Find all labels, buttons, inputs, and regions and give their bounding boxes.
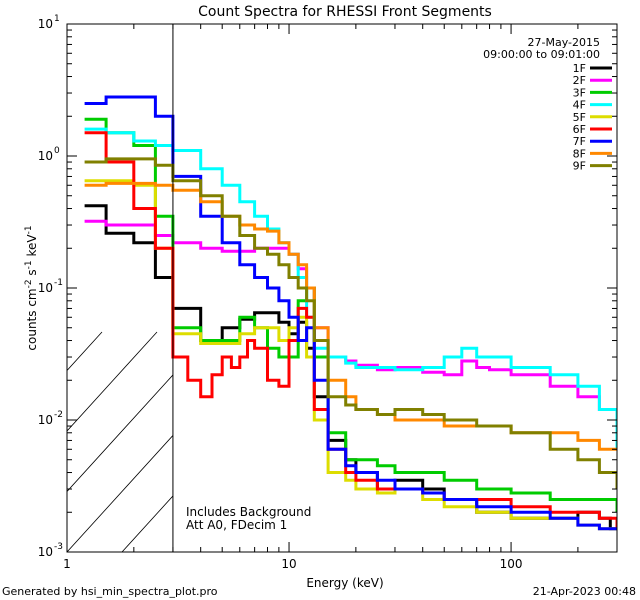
y-tick-label: 10 bbox=[38, 17, 53, 31]
y-axis-label: counts cm-2 s-1 keV-1 bbox=[24, 225, 39, 350]
y-tick-exponent: -2 bbox=[54, 410, 63, 420]
annotation-attenuator: Att A0, FDecim 1 bbox=[186, 518, 287, 532]
x-tick-label: 10 bbox=[281, 557, 296, 571]
legend-label-9F: 9F bbox=[573, 160, 586, 173]
footer-generated-by: Generated by hsi_min_spectra_plot.pro bbox=[2, 585, 218, 598]
y-label-text: counts cm bbox=[25, 288, 39, 350]
hatch-background bbox=[67, 24, 173, 552]
y-tick-label: 10 bbox=[38, 545, 53, 559]
legend-label-7F: 7F bbox=[573, 135, 586, 148]
legend-label-1F: 1F bbox=[573, 62, 586, 75]
legend-date: 27-May-2015 bbox=[528, 36, 600, 49]
hatch-stroke bbox=[67, 331, 103, 372]
series-line-9F bbox=[84, 157, 617, 489]
y-label-text: keV bbox=[25, 234, 39, 261]
x-tick-label: 100 bbox=[500, 557, 523, 571]
series-lines bbox=[84, 95, 617, 531]
y-label-exponent: -2 bbox=[24, 279, 34, 288]
y-tick-label: 10 bbox=[38, 413, 53, 427]
x-axis-ticks: 1 10 100 bbox=[63, 24, 618, 571]
y-label-exponent: -1 bbox=[24, 260, 34, 269]
hatch-stroke bbox=[0, 332, 47, 552]
legend-label-4F: 4F bbox=[573, 99, 586, 112]
hatch-stroke bbox=[67, 331, 158, 432]
y-tick-exponent: -1 bbox=[54, 278, 63, 288]
y-tick-label: 10 bbox=[38, 281, 53, 295]
hatch-stroke bbox=[67, 374, 173, 493]
legend-label-3F: 3F bbox=[573, 86, 586, 99]
legend-label-6F: 6F bbox=[573, 123, 586, 136]
legend-label-8F: 8F bbox=[573, 147, 586, 160]
legend-label-5F: 5F bbox=[573, 111, 586, 124]
chart-title: Count Spectra for RHESSI Front Segments bbox=[198, 4, 492, 20]
x-axis-label: Energy (keV) bbox=[306, 576, 383, 590]
footer-timestamp: 21-Apr-2023 00:48 bbox=[533, 585, 636, 598]
y-tick-label: 10 bbox=[38, 149, 53, 163]
annotation-background: Includes Background bbox=[186, 505, 311, 519]
hatch-stroke bbox=[121, 495, 173, 552]
legend-time-range: 09:00:00 to 09:01:00 bbox=[483, 48, 600, 61]
hatch-stroke bbox=[67, 434, 173, 552]
y-label-text: s bbox=[25, 269, 39, 279]
legend: 27-May-2015 09:00:00 to 09:01:00 1F2F3F4… bbox=[483, 36, 612, 173]
y-label-exponent: -1 bbox=[24, 225, 34, 234]
y-tick-exponent: 1 bbox=[54, 14, 60, 24]
hatch-stroke bbox=[287, 332, 487, 552]
hatch-stroke bbox=[617, 332, 640, 552]
y-tick-exponent: 0 bbox=[54, 146, 60, 156]
legend-label-2F: 2F bbox=[573, 74, 586, 87]
x-tick-label: 1 bbox=[63, 557, 71, 571]
y-tick-exponent: -3 bbox=[54, 542, 63, 552]
